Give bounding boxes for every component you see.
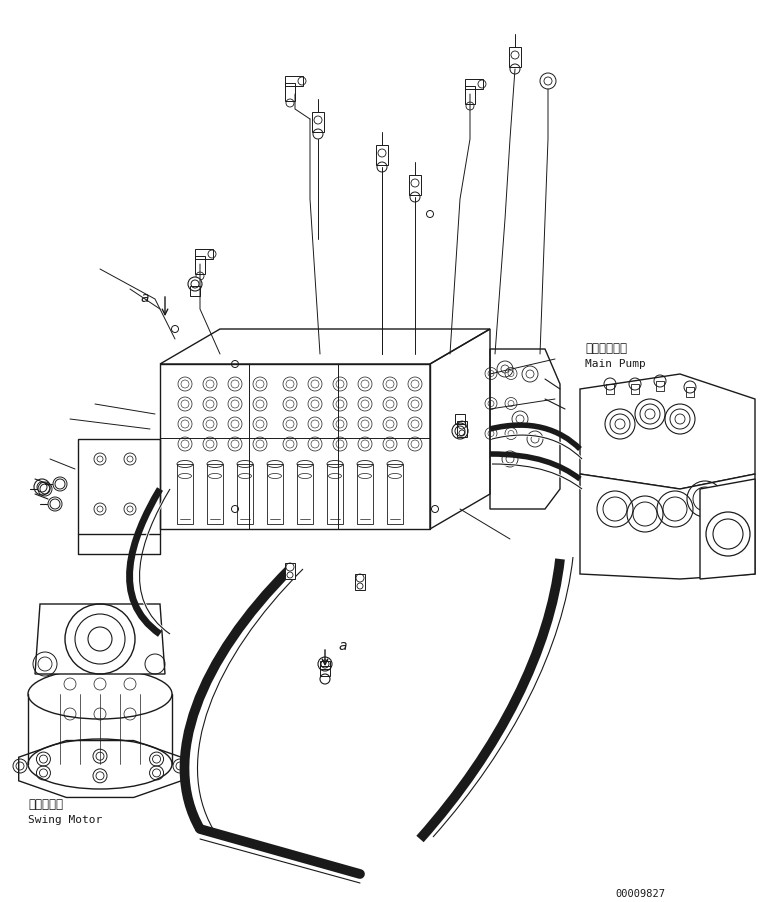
- Text: 旋囒モータ: 旋囒モータ: [28, 797, 63, 810]
- Ellipse shape: [28, 669, 172, 719]
- Bar: [387, 465, 403, 524]
- Text: 00009827: 00009827: [615, 888, 665, 898]
- Bar: [177, 465, 193, 524]
- Bar: [631, 384, 639, 394]
- Bar: [190, 287, 200, 297]
- Bar: [357, 465, 373, 524]
- Bar: [465, 87, 475, 105]
- Text: Main Pump: Main Pump: [585, 359, 646, 369]
- Polygon shape: [19, 741, 182, 797]
- Bar: [465, 80, 483, 90]
- Bar: [376, 146, 388, 166]
- Bar: [457, 421, 467, 437]
- Text: Swing Motor: Swing Motor: [28, 815, 103, 824]
- Bar: [297, 465, 313, 524]
- Bar: [285, 77, 303, 87]
- Polygon shape: [700, 480, 755, 579]
- Bar: [409, 176, 421, 196]
- Text: a: a: [140, 290, 148, 305]
- Bar: [686, 388, 694, 398]
- Bar: [509, 48, 521, 68]
- Bar: [656, 382, 664, 391]
- Bar: [195, 250, 213, 260]
- Polygon shape: [580, 474, 755, 579]
- Text: メインポンプ: メインポンプ: [585, 342, 627, 354]
- Bar: [285, 84, 295, 102]
- Bar: [606, 384, 614, 394]
- Bar: [320, 667, 330, 676]
- Bar: [455, 415, 465, 425]
- Circle shape: [188, 278, 202, 291]
- Bar: [355, 575, 365, 590]
- Bar: [207, 465, 223, 524]
- Bar: [320, 661, 330, 669]
- Polygon shape: [580, 374, 755, 490]
- Bar: [327, 465, 343, 524]
- Bar: [312, 113, 324, 133]
- Bar: [285, 564, 295, 579]
- Polygon shape: [35, 604, 165, 675]
- Bar: [195, 257, 205, 275]
- Bar: [267, 465, 283, 524]
- Circle shape: [318, 658, 332, 671]
- Bar: [237, 465, 253, 524]
- Text: a: a: [338, 639, 347, 652]
